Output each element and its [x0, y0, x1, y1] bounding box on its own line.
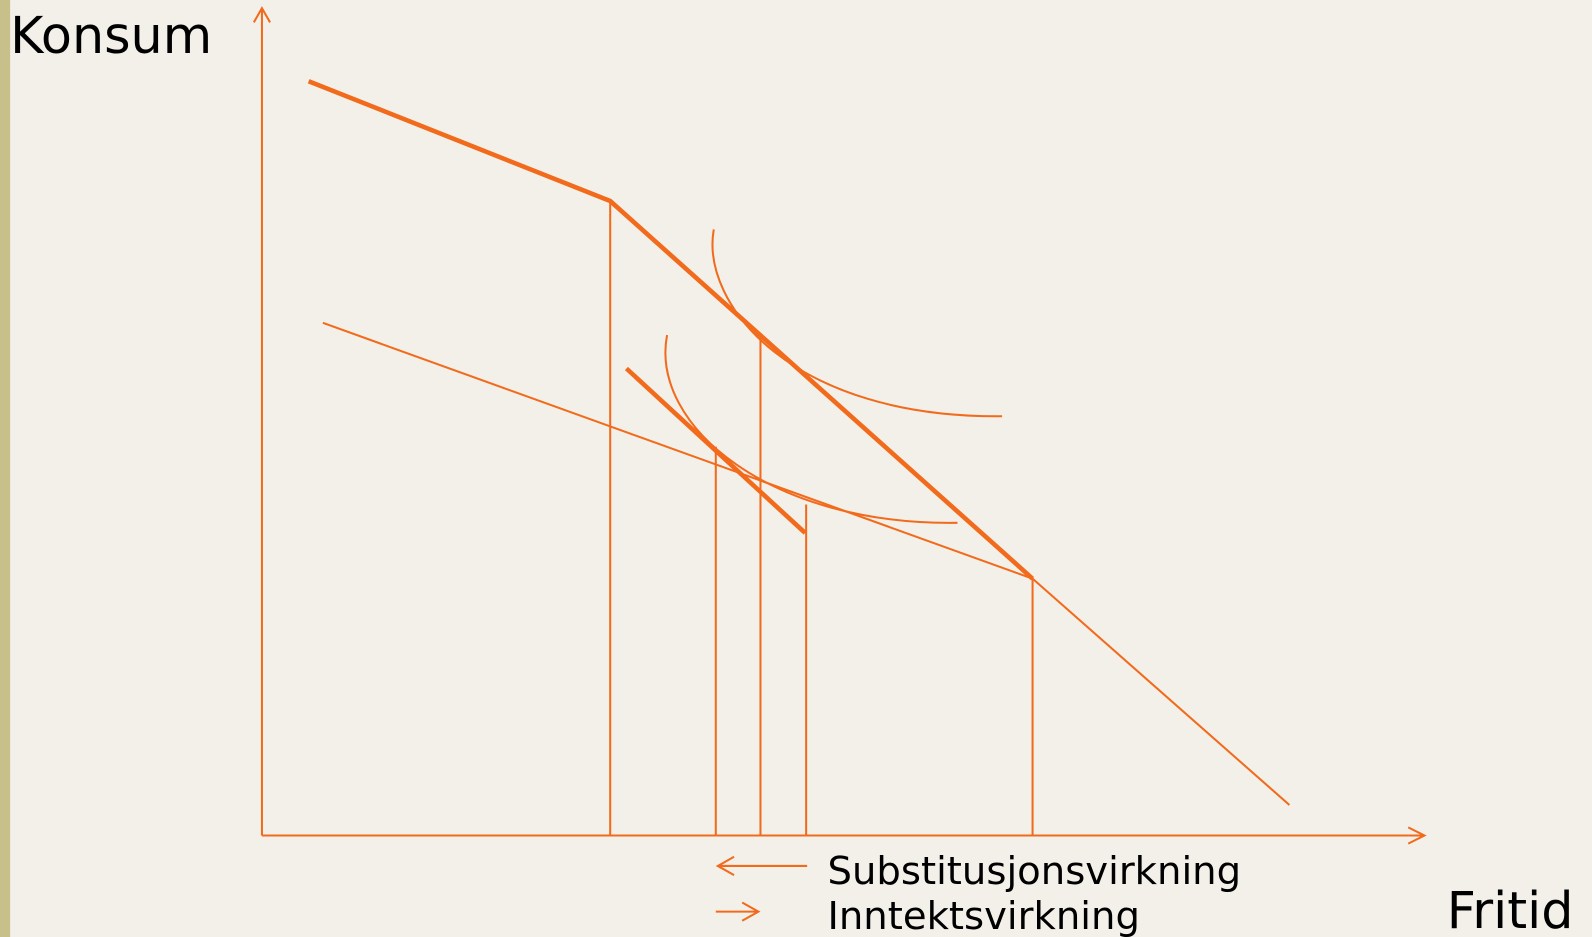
- x-axis-label: Fritid: [1447, 881, 1574, 937]
- side-strip: [0, 0, 11, 937]
- drop-lines: [609, 201, 1034, 836]
- right-arrow: [715, 901, 761, 922]
- y-axis: [252, 6, 271, 836]
- left-arrow: [715, 855, 808, 876]
- legend-label: Inntektsvirkning: [827, 894, 1139, 937]
- new-budget-line: [322, 321, 1033, 580]
- indifference-curve: [664, 334, 958, 524]
- x-axis: [261, 826, 1427, 845]
- budget-extension: [1031, 577, 1291, 806]
- indifference-curve: [711, 229, 1003, 418]
- y-axis-label: Konsum: [10, 6, 212, 65]
- axes: [252, 6, 1427, 845]
- legend-label: Substitusjonsvirkning: [827, 849, 1241, 894]
